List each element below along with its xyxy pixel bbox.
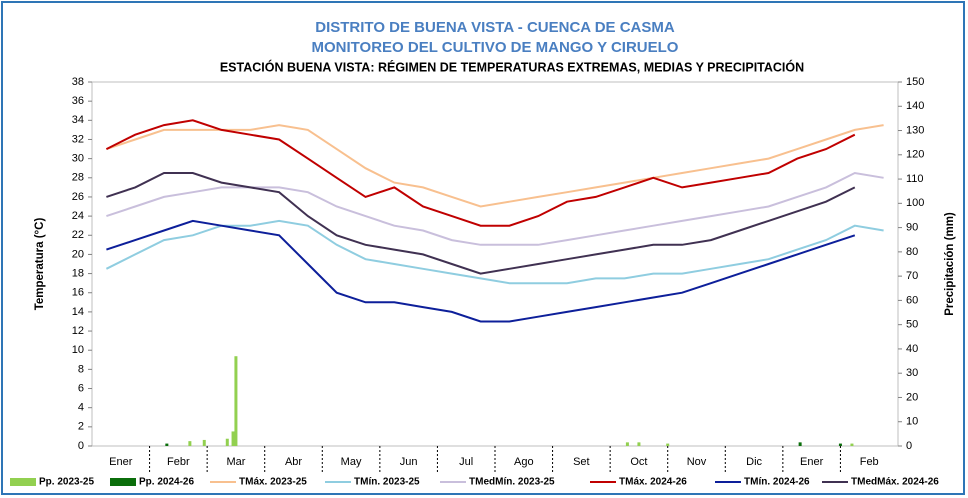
y-tick-label: 38 [72, 76, 84, 88]
legend-swatch [10, 478, 36, 486]
chart-subtitle: ESTACIÓN BUENA VISTA: RÉGIMEN DE TEMPERA… [220, 59, 804, 74]
bar [625, 442, 629, 446]
x-tick-label: Jul [459, 456, 473, 468]
line [106, 219, 856, 323]
y2-tick-label: 130 [906, 124, 924, 136]
y-tick-label: 6 [78, 382, 84, 394]
x-tick-label: Feb [860, 456, 879, 468]
y-tick-label: 30 [72, 153, 84, 165]
legend-label: TMedMín. 2023-25 [469, 477, 555, 488]
y-tick-label: 14 [72, 306, 84, 318]
x-tick-label: Set [573, 456, 590, 468]
y2-tick-label: 20 [906, 391, 918, 403]
y-tick-label: 24 [72, 210, 84, 222]
y-tick-label: 34 [72, 114, 84, 126]
x-tick-label: Ener [800, 456, 824, 468]
y2-tick-label: 140 [906, 100, 924, 112]
bar [637, 442, 641, 446]
x-tick-label: Ago [514, 456, 534, 468]
bar [850, 443, 854, 446]
x-tick-label: Oct [630, 456, 647, 468]
line [106, 171, 884, 246]
y2-tick-label: 80 [906, 246, 918, 258]
y-tick-label: 4 [78, 402, 84, 414]
y2-tick-label: 60 [906, 294, 918, 306]
y2-tick-label: 70 [906, 270, 918, 282]
x-tick-label: Jun [400, 456, 418, 468]
x-tick-label: Dic [746, 456, 762, 468]
bar [165, 443, 169, 446]
legend-label: TMedMáx. 2024-26 [851, 477, 939, 488]
bar [838, 443, 842, 446]
y-axis-label: Temperatura (°C) [34, 218, 46, 311]
legend-label: Pp. 2023-25 [39, 477, 94, 488]
chart-subtitle: MONITOREO DEL CULTIVO DE MANGO Y CIRUELO [312, 39, 679, 56]
y2-tick-label: 50 [906, 319, 918, 331]
y-tick-label: 36 [72, 95, 84, 107]
y-tick-label: 26 [72, 191, 84, 203]
legend-swatch [110, 478, 136, 486]
line [105, 219, 884, 285]
y2-tick-label: 90 [906, 222, 918, 234]
x-tick-label: Mar [226, 456, 245, 468]
y-tick-label: 2 [78, 421, 84, 433]
bar [234, 356, 238, 446]
x-tick-label: Nov [687, 456, 707, 468]
y-tick-label: 28 [72, 172, 84, 184]
y2-tick-label: 120 [906, 149, 924, 161]
y-tick-label: 18 [72, 267, 84, 279]
x-tick-label: Febr [167, 456, 190, 468]
x-tick-label: Ener [109, 456, 133, 468]
y2-tick-label: 100 [906, 197, 924, 209]
legend-label: TMáx. 2024-26 [619, 477, 687, 488]
y-tick-label: 20 [72, 248, 84, 260]
y-tick-label: 32 [72, 133, 84, 145]
bar [231, 431, 235, 446]
y2-tick-label: 110 [906, 173, 924, 185]
y-tick-label: 22 [72, 229, 84, 241]
y2-tick-label: 150 [906, 76, 924, 88]
y2-axis-label: Precipitación (mm) [944, 212, 956, 316]
bar [225, 438, 229, 446]
chart-title: DISTRITO DE BUENA VISTA - CUENCA DE CASM… [315, 19, 675, 36]
y2-tick-label: 40 [906, 343, 918, 355]
y2-tick-label: 30 [906, 367, 918, 379]
x-tick-label: May [341, 456, 362, 468]
y-tick-label: 10 [72, 344, 84, 356]
plot-area [91, 81, 899, 447]
y-tick-label: 8 [78, 363, 84, 375]
y-tick-label: 12 [72, 325, 84, 337]
legend-label: TMín. 2024-26 [744, 477, 810, 488]
bar [798, 442, 802, 446]
x-tick-label: Abr [285, 456, 302, 468]
y-tick-label: 16 [72, 287, 84, 299]
y2-tick-label: 10 [906, 416, 918, 428]
bar [202, 439, 206, 446]
line [106, 124, 884, 208]
legend-label: TMín. 2023-25 [354, 477, 420, 488]
legend-label: Pp. 2024-26 [139, 477, 194, 488]
line [105, 119, 856, 227]
line [106, 172, 856, 275]
y-tick-label: 0 [78, 440, 84, 452]
bar [666, 443, 670, 446]
y2-tick-label: 0 [906, 440, 912, 452]
bar [188, 441, 192, 446]
legend-label: TMáx. 2023-25 [239, 477, 307, 488]
